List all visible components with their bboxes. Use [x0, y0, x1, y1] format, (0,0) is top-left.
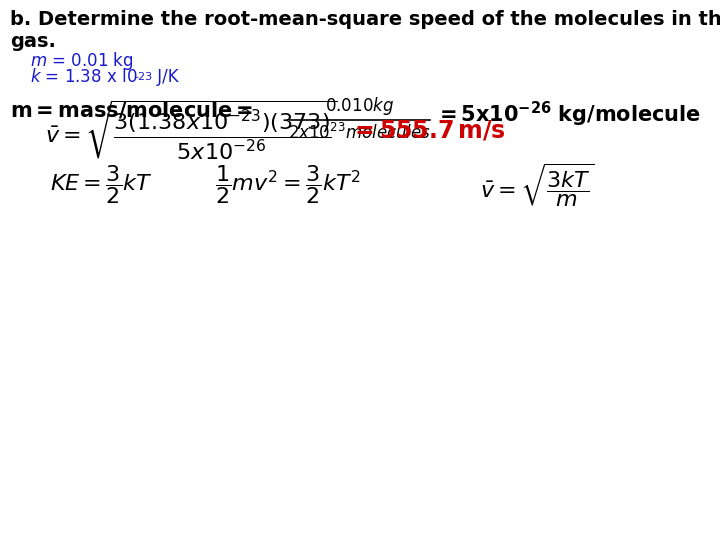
Text: $KE = \dfrac{3}{2}kT$: $KE = \dfrac{3}{2}kT$	[50, 164, 153, 206]
Text: $\bar{v} = \sqrt{\dfrac{3(1.38x10^{-23})(373)}{5x10^{-26}}}$: $\bar{v} = \sqrt{\dfrac{3(1.38x10^{-23})…	[45, 98, 337, 162]
Text: $0.010kg$: $0.010kg$	[325, 95, 395, 117]
Text: gas.: gas.	[10, 32, 56, 51]
Text: J/K: J/K	[152, 68, 179, 86]
Text: $\dfrac{1}{2}mv^2 = \dfrac{3}{2}kT^2$: $\dfrac{1}{2}mv^2 = \dfrac{3}{2}kT^2$	[215, 164, 361, 206]
Text: $\it{k}$ = 1.38 x l0: $\it{k}$ = 1.38 x l0	[30, 68, 138, 86]
Text: $\bar{v} = \sqrt{\dfrac{3kT}{m}}$: $\bar{v} = \sqrt{\dfrac{3kT}{m}}$	[480, 161, 595, 208]
Text: $\mathbf{= 5x10^{-26}}$ $\mathbf{kg/molecule}$: $\mathbf{= 5x10^{-26}}$ $\mathbf{kg/mole…	[435, 100, 701, 129]
Text: b. Determine the root-mean-square speed of the molecules in the: b. Determine the root-mean-square speed …	[10, 10, 720, 29]
Text: $\it{m}$ = 0.01 kg: $\it{m}$ = 0.01 kg	[30, 50, 134, 72]
Text: $\mathbf{= 555.7\,m/s}$: $\mathbf{= 555.7\,m/s}$	[350, 118, 506, 142]
Text: $2x10^{23}molecules$: $2x10^{23}molecules$	[289, 123, 431, 143]
Text: $\mathit{\mathbf{m = mass/molecule =}}$: $\mathit{\mathbf{m = mass/molecule =}}$	[10, 100, 253, 121]
Text: -23: -23	[134, 72, 152, 82]
